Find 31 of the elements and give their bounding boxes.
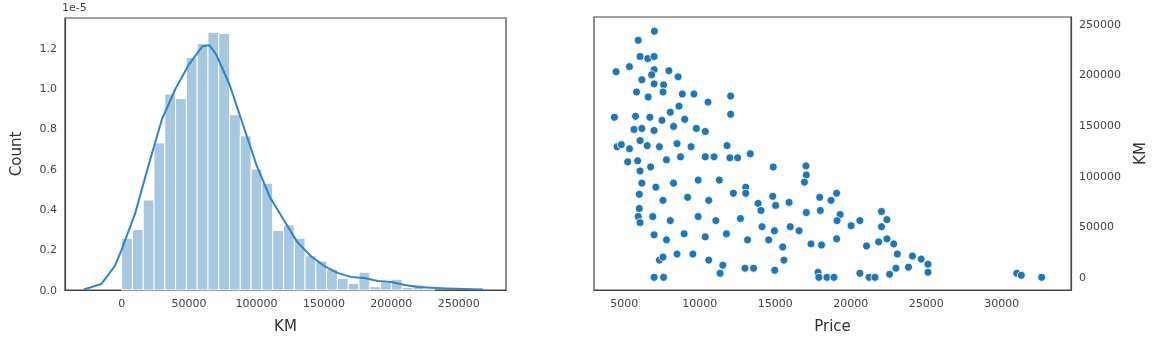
x-tick-label: 50000: [171, 297, 207, 310]
x-tick-label: 25000: [908, 297, 944, 310]
x-axis-title: KM: [274, 316, 297, 335]
y-tick-label: 200000: [1079, 68, 1122, 82]
y-tick-label: 50000: [1079, 220, 1115, 234]
x-tick-label: 0: [118, 297, 126, 310]
y-tick-label: 0.4: [39, 202, 57, 216]
x-tick-label: 20000: [833, 297, 869, 310]
y-tick-label: 1.0: [39, 82, 57, 96]
x-tick-label: 250000: [437, 297, 480, 310]
line-series: [82, 44, 485, 291]
x-axis-title: Price: [814, 316, 851, 335]
y-tick-label: 0.0: [39, 283, 57, 297]
x-tick-label: 200000: [370, 297, 413, 310]
x-tick-label: 100000: [235, 297, 278, 310]
x-tick-label: 10000: [682, 297, 718, 310]
y-tick-label: 0.2: [39, 243, 57, 257]
y-tick-label: 100000: [1079, 169, 1122, 183]
y-tick-label: 0.6: [39, 162, 57, 176]
y-tick-label: 0.8: [39, 122, 57, 136]
y-tick-label: 250000: [1079, 17, 1122, 31]
y-tick-label: 0: [1079, 270, 1087, 284]
y-tick-label: 1.2: [39, 41, 57, 55]
y-axis-title: Count: [6, 131, 25, 177]
x-tick-label: 30000: [984, 297, 1020, 310]
y-axis-title: KM: [1130, 142, 1149, 165]
x-tick-label: 150000: [302, 297, 345, 310]
x-tick-label: 15000: [757, 297, 793, 310]
y-tick-label: 150000: [1079, 118, 1122, 132]
x-tick-label: 5000: [610, 297, 639, 310]
text: 1e-5: [62, 1, 87, 14]
